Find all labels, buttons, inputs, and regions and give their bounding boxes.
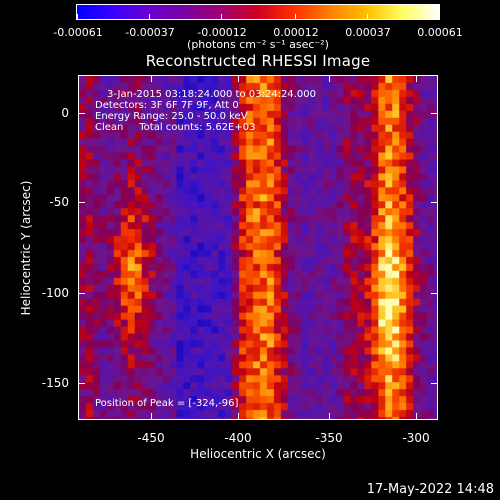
- axis-tick-mark: [151, 75, 152, 82]
- axis-tick-mark: [416, 413, 417, 420]
- time-range-annotation: 3-Jan-2015 03:18:24.000 to 03:24:24.000: [107, 89, 316, 100]
- algorithm-annotation: Clean Total counts: 5.62E+03: [95, 122, 256, 133]
- axis-tick-mark: [78, 383, 85, 384]
- colorbar-unit-label: (photons cm⁻² s⁻¹ asec⁻²): [187, 38, 329, 51]
- axis-tick-mark: [238, 75, 239, 82]
- colorbar-tick-label: -0.00061: [53, 26, 103, 39]
- axis-tick-mark: [78, 113, 85, 114]
- x-tick-label: -300: [402, 431, 430, 445]
- colorbar-tick-label: -0.00037: [125, 26, 175, 39]
- x-axis-label: Heliocentric X (arcsec): [190, 447, 326, 461]
- axis-tick-mark: [295, 14, 296, 20]
- axis-tick-mark: [329, 75, 330, 82]
- axis-tick-mark: [77, 14, 78, 20]
- x-tick-label: -400: [224, 431, 252, 445]
- axis-tick-mark: [238, 413, 239, 420]
- axis-tick-mark: [431, 202, 438, 203]
- axis-tick-mark: [416, 75, 417, 82]
- axis-tick-mark: [78, 202, 85, 203]
- colorbar-tick-label: -0.00012: [197, 26, 247, 39]
- colorbar: [76, 4, 440, 20]
- y-axis-label: Heliocentric Y (arcsec): [19, 180, 33, 316]
- axis-tick-mark: [221, 14, 222, 20]
- heatmap-image: [79, 76, 437, 419]
- detectors-annotation: Detectors: 3F 6F 7F 9F, Att 0: [95, 100, 239, 111]
- x-tick-label: -350: [315, 431, 343, 445]
- y-tick-label: -100: [41, 286, 69, 300]
- x-tick-label: -450: [137, 431, 165, 445]
- y-tick-label: -50: [49, 195, 69, 209]
- axis-tick-mark: [431, 293, 438, 294]
- axis-tick-mark: [149, 14, 150, 20]
- image-title: Reconstructed RHESSI Image: [145, 52, 371, 70]
- axis-tick-mark: [431, 113, 438, 114]
- axis-tick-mark: [329, 413, 330, 420]
- axis-tick-mark: [78, 293, 85, 294]
- plot-timestamp: 17-May-2022 14:48: [366, 482, 494, 497]
- rhessi-image-plot: 3-Jan-2015 03:18:24.000 to 03:24:24.000 …: [78, 75, 438, 420]
- colorbar-tick-label: 0.00012: [273, 26, 319, 39]
- y-tick-label: -150: [41, 376, 69, 390]
- colorbar-tick-label: 0.00061: [417, 26, 463, 39]
- axis-tick-mark: [367, 14, 368, 20]
- peak-position-annotation: Position of Peak = [-324,-96]: [95, 398, 239, 409]
- colorbar-tick-label: 0.00037: [345, 26, 391, 39]
- y-tick-label: 0: [61, 106, 69, 120]
- axis-tick-mark: [431, 383, 438, 384]
- energy-range-annotation: Energy Range: 25.0 - 50.0 keV: [95, 111, 248, 122]
- axis-tick-mark: [439, 14, 440, 20]
- axis-tick-mark: [151, 413, 152, 420]
